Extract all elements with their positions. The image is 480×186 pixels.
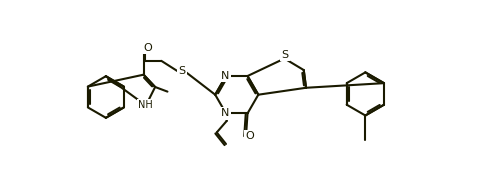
- Text: N: N: [221, 71, 229, 81]
- Text: NH: NH: [138, 100, 153, 110]
- Text: O: O: [245, 131, 254, 141]
- Text: S: S: [282, 50, 289, 60]
- Text: N: N: [221, 108, 229, 118]
- Text: O: O: [143, 43, 152, 53]
- Text: S: S: [179, 66, 186, 76]
